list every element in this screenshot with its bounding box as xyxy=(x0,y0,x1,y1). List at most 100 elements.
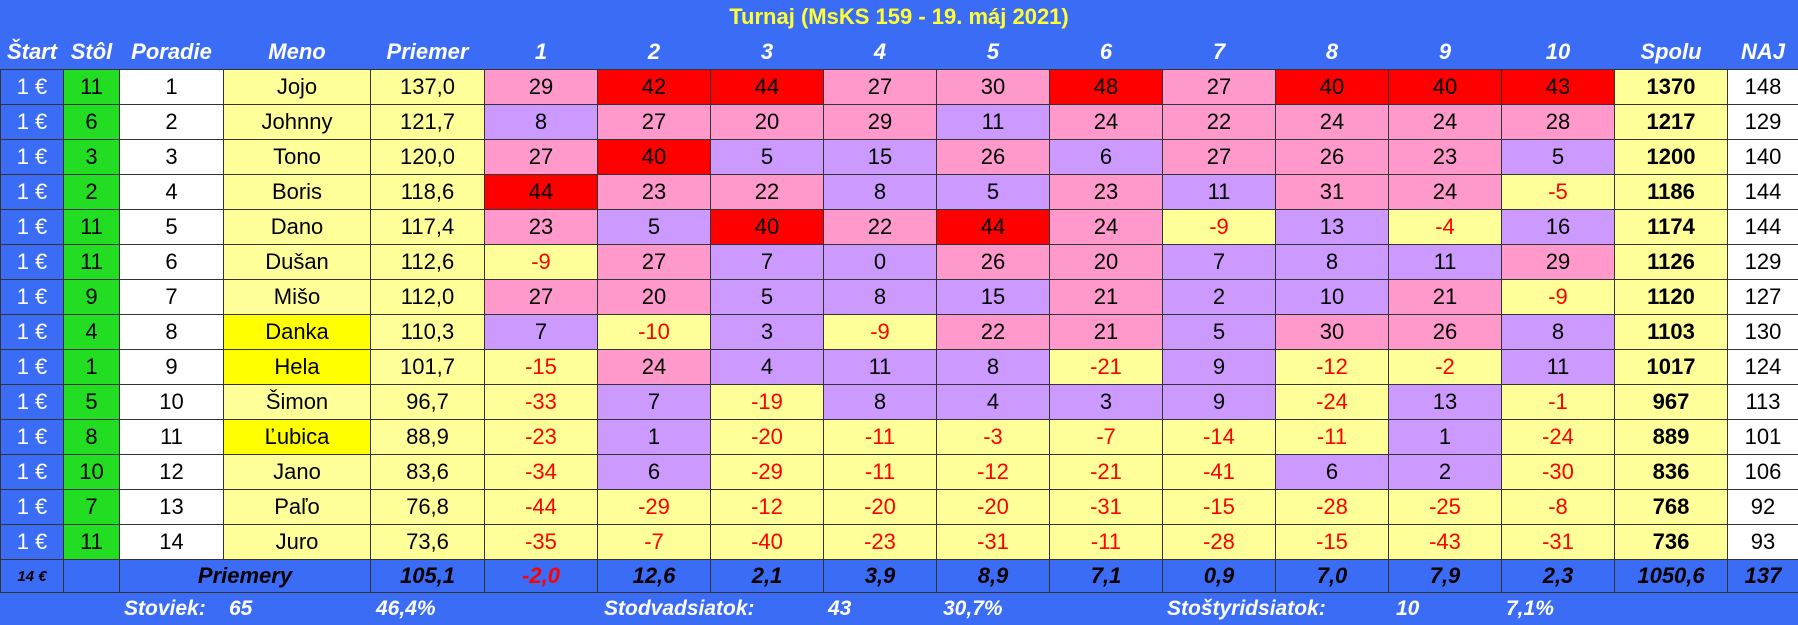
game-score: 22 xyxy=(823,209,937,245)
player-row: 1 €6 2 Johnny 121,7 8 27 20 29 11 24 22 24 24 28 1217 1… xyxy=(0,104,1798,140)
table-number: 4 xyxy=(63,314,120,350)
game-score: 27 xyxy=(597,104,711,140)
table-number: 11 xyxy=(63,69,120,105)
game-score: 24 xyxy=(1275,104,1389,140)
overall-average: 105,1 xyxy=(370,559,485,593)
rank: 6 xyxy=(119,244,224,280)
game-score: 31 xyxy=(1275,174,1389,210)
game-score: -1 xyxy=(1501,384,1615,420)
game-score: 8 xyxy=(484,104,598,140)
game-score: 16 xyxy=(1501,209,1615,245)
best: 140 xyxy=(1727,139,1798,175)
average: 112,0 xyxy=(370,279,485,315)
player-row: 1 €2 4 Boris 118,6 44 23 22 8 5 23 11 31 24 -5 1186 144 xyxy=(0,174,1798,210)
game-score: -24 xyxy=(1275,384,1389,420)
player-row: 1 €7 13 Paľo 76,8 -44 -29 -12 -20 -20 -31 -15 -28 -2… xyxy=(0,489,1798,525)
table-number: 11 xyxy=(63,244,120,280)
game-score: 15 xyxy=(936,279,1050,315)
game-average: 7,1 xyxy=(1049,559,1163,593)
game-score: 40 xyxy=(710,209,824,245)
average: 121,7 xyxy=(370,104,485,140)
game-score: 26 xyxy=(1275,139,1389,175)
table-number: 6 xyxy=(63,104,120,140)
game-score: -7 xyxy=(597,524,711,560)
game-score: 23 xyxy=(597,174,711,210)
rank: 9 xyxy=(119,349,224,385)
footer-stat: 30,7% xyxy=(943,597,1003,620)
game-score: -4 xyxy=(1388,209,1502,245)
player-name: Ľubica xyxy=(223,419,371,455)
player-name: Danka xyxy=(223,314,371,350)
game-score: 24 xyxy=(597,349,711,385)
game-score: -44 xyxy=(484,489,598,525)
game-score: 5 xyxy=(1501,139,1615,175)
best: 144 xyxy=(1727,174,1798,210)
total: 1217 xyxy=(1614,104,1728,140)
game-score: 28 xyxy=(1501,104,1615,140)
game-score: 15 xyxy=(823,139,937,175)
game-score: -20 xyxy=(710,419,824,455)
game-score: -21 xyxy=(1049,349,1163,385)
game-score: -40 xyxy=(710,524,824,560)
game-score: 11 xyxy=(1162,174,1276,210)
game-score: -31 xyxy=(1501,524,1615,560)
game-score: -15 xyxy=(484,349,598,385)
game-score: 29 xyxy=(823,104,937,140)
game-score: 6 xyxy=(1275,454,1389,490)
game-score: 4 xyxy=(710,349,824,385)
start-fee: 1 € xyxy=(0,104,64,140)
game-score: 40 xyxy=(1388,69,1502,105)
player-row: 1 €4 8 Danka 110,3 7 -10 3 -9 22 21 5 30 26 8 1103 130 xyxy=(0,314,1798,350)
game-score: 22 xyxy=(1162,104,1276,140)
best: 92 xyxy=(1727,489,1798,525)
best: 129 xyxy=(1727,244,1798,280)
game-score: -8 xyxy=(1501,489,1615,525)
game-score: -25 xyxy=(1388,489,1502,525)
game-score: 6 xyxy=(1049,139,1163,175)
game-score: 7 xyxy=(484,314,598,350)
table-number: 11 xyxy=(63,209,120,245)
average: 120,0 xyxy=(370,139,485,175)
game-score: -5 xyxy=(1501,174,1615,210)
player-name: Juro xyxy=(223,524,371,560)
game-score: 24 xyxy=(1388,104,1502,140)
footer-stats: Stoviek: 65 46,4% Stodvadsiatok: 43 30,7% Stoš… xyxy=(0,593,1798,625)
start-fee: 1 € xyxy=(0,209,64,245)
average: 117,4 xyxy=(370,209,485,245)
column-header: Meno xyxy=(223,34,371,70)
total: 889 xyxy=(1614,419,1728,455)
start-fee: 1 € xyxy=(0,419,64,455)
player-name: Hela xyxy=(223,349,371,385)
game-score: 1 xyxy=(1388,419,1502,455)
average: 110,3 xyxy=(370,314,485,350)
rank: 14 xyxy=(119,524,224,560)
start-fee: 1 € xyxy=(0,384,64,420)
best: 113 xyxy=(1727,384,1798,420)
game-score: 4 xyxy=(936,384,1050,420)
rank: 3 xyxy=(119,139,224,175)
footer-stat: Stoviek: xyxy=(124,597,206,620)
game-score: 29 xyxy=(1501,244,1615,280)
column-header: 6 xyxy=(1049,34,1163,70)
game-score: -23 xyxy=(484,419,598,455)
player-row: 1 €9 7 Mišo 112,0 27 20 5 8 15 21 2 10 21 -9 1120 127 xyxy=(0,279,1798,315)
game-score: -9 xyxy=(484,244,598,280)
game-score: -33 xyxy=(484,384,598,420)
game-score: -15 xyxy=(1275,524,1389,560)
total: 1120 xyxy=(1614,279,1728,315)
footer-stat: Stoštyridsiatok: xyxy=(1167,597,1326,620)
player-name: Dušan xyxy=(223,244,371,280)
player-row: 1 €10 12 Jano 83,6 -34 6 -29 -11 -12 -21 -41 6 2 -30 8… xyxy=(0,454,1798,490)
start-fee: 1 € xyxy=(0,314,64,350)
game-score: 30 xyxy=(936,69,1050,105)
best: 101 xyxy=(1727,419,1798,455)
game-score: 21 xyxy=(1049,279,1163,315)
total: 1126 xyxy=(1614,244,1728,280)
game-score: 5 xyxy=(597,209,711,245)
game-score: 8 xyxy=(823,279,937,315)
column-header: 1 xyxy=(484,34,598,70)
game-average: 12,6 xyxy=(597,559,711,593)
game-score: -21 xyxy=(1049,454,1163,490)
best: 144 xyxy=(1727,209,1798,245)
best: 129 xyxy=(1727,104,1798,140)
